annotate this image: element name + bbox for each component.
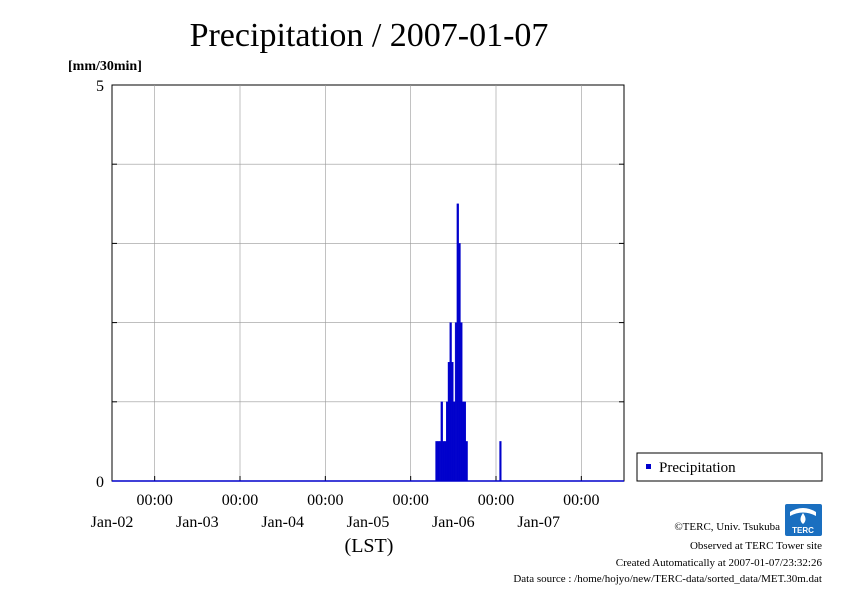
precipitation-bar	[454, 322, 458, 482]
x-tick-time-label: 00:00	[478, 492, 514, 509]
precipitation-bar	[499, 441, 502, 482]
x-tick-date-label: Jan-02	[91, 514, 134, 531]
precipitation-bar	[437, 441, 440, 482]
x-tick-time-label: 00:00	[307, 492, 343, 509]
precipitation-bar	[451, 362, 454, 482]
precipitation-bar	[460, 322, 463, 482]
x-tick-time-label: 00:00	[136, 492, 172, 509]
legend-box	[636, 452, 823, 482]
legend-label-precipitation: Precipitation	[659, 460, 736, 476]
terc-logo-drop-icon	[800, 513, 806, 524]
precipitation-bar	[453, 401, 456, 482]
precipitation-bar	[438, 441, 442, 482]
precipitation-bar	[435, 441, 438, 482]
credit-observed: Observed at TERC Tower site	[690, 540, 822, 552]
precipitation-bar	[462, 401, 465, 482]
y-tick-label-max: 5	[96, 78, 104, 95]
precipitation-bar	[463, 401, 466, 482]
precipitation-bar	[444, 441, 447, 482]
terc-logo-text: TERC	[792, 526, 814, 535]
x-tick-time-label: 00:00	[222, 492, 258, 509]
terc-logo: TERC	[785, 504, 822, 536]
terc-logo-wave-icon	[790, 508, 816, 516]
x-tick-date-label: Jan-05	[347, 514, 390, 531]
x-tick-labels: 00:00Jan-0200:00Jan-0300:00Jan-0400:00Ja…	[91, 492, 600, 531]
x-axis-label: (LST)	[345, 535, 394, 557]
x-tick-date-label: Jan-04	[261, 514, 304, 531]
legend: Precipitation	[636, 452, 823, 482]
precipitation-bar	[456, 203, 459, 482]
precipitation-bar	[447, 362, 450, 482]
credit-created: Created Automatically at 2007-01-07/23:3…	[616, 557, 823, 569]
plot-area	[111, 84, 625, 482]
x-tick-time-label: 00:00	[563, 492, 599, 509]
precipitation-bar	[446, 401, 449, 482]
precipitation-bar	[442, 441, 445, 482]
x-tick-date-label: Jan-03	[176, 514, 219, 531]
x-tick-time-label: 00:00	[392, 492, 428, 509]
precipitation-bar	[449, 322, 452, 482]
chart-title: Precipitation / 2007-01-07	[190, 17, 549, 54]
grid-lines	[112, 84, 624, 482]
bars-group	[112, 203, 624, 482]
precipitation-bar	[440, 401, 443, 482]
credit-copyright: ©TERC, Univ. Tsukuba	[674, 521, 780, 533]
precipitation-bar	[465, 441, 468, 482]
x-tick-date-label: Jan-07	[517, 514, 560, 531]
precipitation-bar	[458, 243, 461, 482]
y-tick-label-min: 0	[96, 474, 104, 491]
credit-source: Data source : /home/hojyo/new/TERC-data/…	[513, 573, 822, 585]
legend-swatch-precipitation	[646, 464, 651, 469]
y-axis-unit-label: [mm/30min]	[68, 59, 142, 74]
x-tick-date-label: Jan-06	[432, 514, 475, 531]
